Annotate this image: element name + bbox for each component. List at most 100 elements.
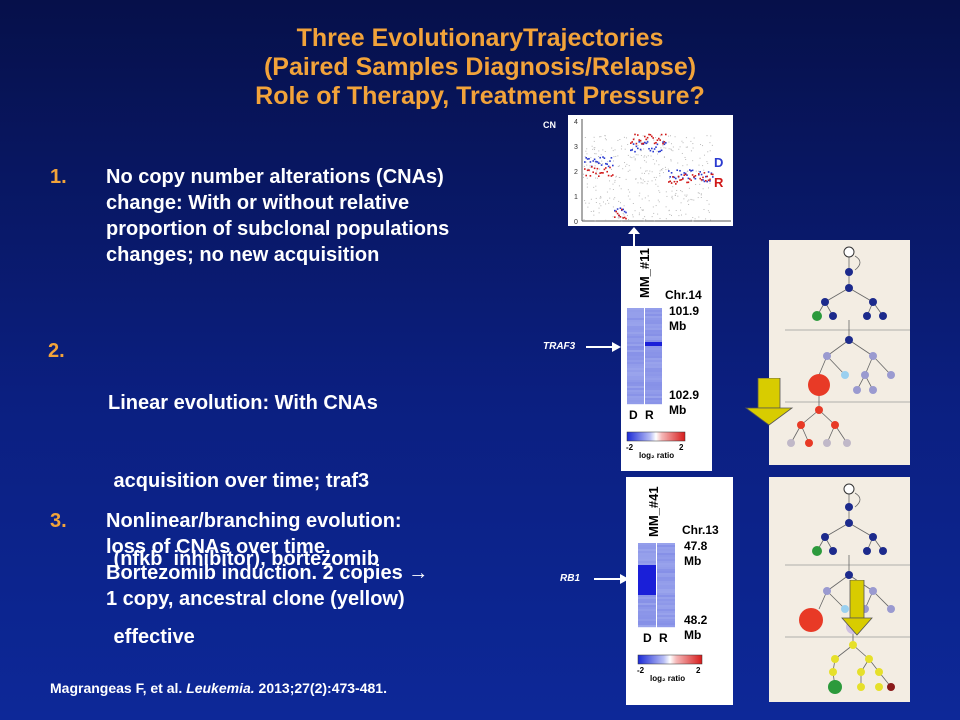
cn-point-d xyxy=(625,211,627,214)
cn-point-r xyxy=(670,182,673,184)
heatmap-2-col-d: D xyxy=(643,631,652,645)
cn-point-r xyxy=(600,172,603,174)
cn-grey-points xyxy=(583,135,713,222)
heatmap-1-top-unit: Mb xyxy=(669,319,687,333)
cn-point-r xyxy=(693,175,695,178)
cn-point-r xyxy=(595,172,597,175)
heatmap-2-col-r: R xyxy=(659,631,668,645)
cn-point-r xyxy=(609,166,611,169)
cn-point-d xyxy=(668,170,670,172)
cn-point-r xyxy=(682,178,684,180)
cn-series-d xyxy=(584,141,714,217)
cn-point-d xyxy=(694,177,697,180)
heatmap-1-col-d: D xyxy=(629,408,638,422)
cn-point-d xyxy=(679,169,681,172)
heatmap-2-chr: Chr.13 xyxy=(682,523,719,537)
cn-point-d xyxy=(609,160,611,162)
legend-d: D xyxy=(714,155,724,170)
cn-point-r xyxy=(675,183,677,185)
cn-point-d xyxy=(645,142,647,145)
cn-point-r xyxy=(630,142,632,144)
cn-point-d xyxy=(706,180,708,183)
cn-point-r xyxy=(592,171,594,174)
cn-point-r xyxy=(614,216,616,218)
cn-point-r xyxy=(616,212,619,215)
cn-point-r xyxy=(593,167,596,170)
cn-ticks: 0 1 2 3 4 xyxy=(574,119,578,226)
cn-point-d xyxy=(644,141,646,144)
cn-point-d xyxy=(670,172,673,174)
cn-point-d xyxy=(605,162,607,165)
slide-title: Three EvolutionaryTrajectories (Paired S… xyxy=(150,24,810,111)
title-line-2: (Paired Samples Diagnosis/Relapse) xyxy=(263,53,697,81)
cn-ytick-label: 0 xyxy=(574,219,578,226)
heatmap-2-top-unit: Mb xyxy=(684,554,702,568)
point-3-text: Nonlinear/branching evolution: loss of C… xyxy=(106,510,429,610)
cn-point-d xyxy=(612,164,614,167)
cn-point-d xyxy=(653,148,656,150)
cn-point-r xyxy=(702,176,704,179)
cn-point-d xyxy=(655,146,657,148)
cn-point-d xyxy=(689,169,691,171)
cn-point-r xyxy=(631,141,633,143)
cn-point-r xyxy=(673,180,676,183)
cn-point-d xyxy=(616,208,619,210)
cn-point-d xyxy=(635,145,638,148)
cn-ytick-label: 2 xyxy=(574,169,578,176)
cn-point-d xyxy=(598,162,600,165)
heatmap-2-scale-label: log₂ ratio xyxy=(650,674,686,683)
cn-point-d xyxy=(588,157,590,160)
cn-axis-label: CN xyxy=(543,120,556,130)
cn-point-d xyxy=(603,157,606,159)
cn-point-r xyxy=(622,217,624,219)
heatmap-2-scale-min: -2 xyxy=(637,666,645,675)
cn-point-r xyxy=(649,133,652,136)
cn-point-r xyxy=(712,173,714,176)
heatmap-2-scale-max: 2 xyxy=(696,666,701,675)
cn-point-d xyxy=(599,156,601,159)
cn-point-r xyxy=(591,166,593,168)
cn-point-r xyxy=(621,208,623,211)
cn-point-r xyxy=(641,143,643,145)
cn-point-r xyxy=(586,169,589,172)
cn-point-r xyxy=(706,175,708,178)
cn-point-r xyxy=(607,174,610,177)
cn-point-r xyxy=(612,174,614,176)
traf3-label: TRAF3 xyxy=(543,341,576,352)
cn-point-d xyxy=(607,165,610,168)
cn-point-r xyxy=(655,141,657,144)
cn-point-r xyxy=(606,170,608,173)
point-1-number: 1. xyxy=(50,166,67,188)
cn-point-r xyxy=(703,172,706,174)
heatmap-1-bottom: 102.9 xyxy=(669,388,700,402)
cn-point-r xyxy=(605,167,607,169)
cn-point-r xyxy=(659,139,661,141)
cn-point-d xyxy=(596,161,599,163)
cn-point-r xyxy=(623,216,626,219)
cn-point-r xyxy=(646,136,649,139)
down-arrow-icon-1 xyxy=(744,378,794,426)
traf3-arrow-icon xyxy=(586,342,621,352)
cn-point-d xyxy=(606,163,608,165)
cn-point-d xyxy=(690,170,692,172)
cn-point-d xyxy=(684,172,687,175)
cn-point-r xyxy=(691,174,694,176)
cn-point-r xyxy=(660,133,663,136)
cn-point-d xyxy=(632,143,635,145)
cn-point-d xyxy=(595,160,597,163)
clone-tree-panel-2 xyxy=(769,477,910,702)
point-3-number: 3. xyxy=(50,510,67,532)
cn-point-d xyxy=(686,174,688,176)
cn-point-r xyxy=(653,142,656,145)
clone-tree-panel-1 xyxy=(769,240,910,465)
cn-point-r xyxy=(658,137,660,140)
cn-point-d xyxy=(675,177,677,180)
clone-tree-1 xyxy=(785,246,910,447)
cn-point-d xyxy=(623,210,626,213)
cn-point-d xyxy=(680,173,683,176)
cn-point-r xyxy=(610,175,613,177)
cn-point-d xyxy=(630,149,632,152)
heatmap-2-bottom: 48.2 xyxy=(684,613,708,627)
cn-point-d xyxy=(710,172,713,175)
heatmap-1-scale-label: log₂ ratio xyxy=(639,451,675,460)
